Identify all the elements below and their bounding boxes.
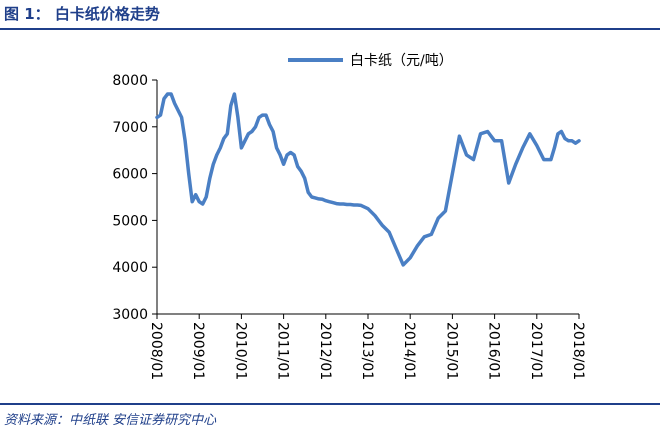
y-tick-label: 5000 (112, 213, 148, 229)
source-rule (0, 403, 660, 405)
figure-title: 图 1： 白卡纸价格走势 (4, 5, 160, 23)
x-tick-label: 2010/01 (232, 322, 248, 380)
x-tick-label: 2016/01 (486, 322, 502, 380)
y-tick-label: 3000 (112, 307, 148, 323)
y-tick-label: 8000 (112, 73, 148, 89)
x-tick-label: 2008/01 (148, 322, 164, 380)
y-tick-label: 6000 (112, 167, 148, 183)
x-tick-label: 2011/01 (275, 322, 291, 380)
title-rule (0, 28, 660, 30)
legend: 白卡纸（元/吨） (288, 53, 453, 69)
plot-area: 3000 4000 5000 6000 7000 8000 2008/01 2009/01 20… (112, 73, 586, 380)
x-tick-label: 2018/01 (570, 322, 586, 380)
x-tick-label: 2013/01 (359, 322, 375, 380)
x-tick-label: 2009/01 (190, 322, 206, 380)
legend-label: 白卡纸（元/吨） (350, 53, 453, 69)
x-tick-label: 2012/01 (317, 322, 333, 380)
y-tick-label: 7000 (112, 120, 148, 136)
x-tick-label: 2017/01 (528, 322, 544, 380)
y-tick-label: 4000 (112, 260, 148, 276)
source-note: 资料来源：中纸联 安信证券研究中心 (4, 413, 217, 428)
x-tick-label: 2014/01 (401, 322, 417, 380)
series-line (155, 92, 581, 267)
x-tick-label: 2015/01 (443, 322, 459, 380)
